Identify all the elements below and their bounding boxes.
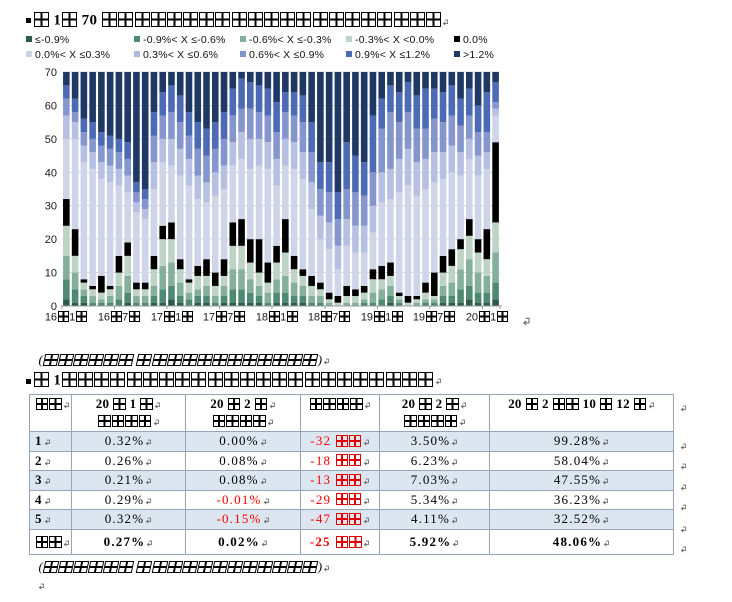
svg-text:50: 50 bbox=[45, 134, 57, 146]
svg-text:40: 40 bbox=[45, 167, 57, 179]
svg-text:60: 60 bbox=[45, 100, 57, 112]
svg-text:10: 10 bbox=[45, 268, 57, 280]
svg-text:20: 20 bbox=[45, 234, 57, 246]
svg-text:0: 0 bbox=[51, 301, 57, 313]
svg-text:30: 30 bbox=[45, 201, 57, 213]
svg-text:70: 70 bbox=[45, 67, 57, 79]
